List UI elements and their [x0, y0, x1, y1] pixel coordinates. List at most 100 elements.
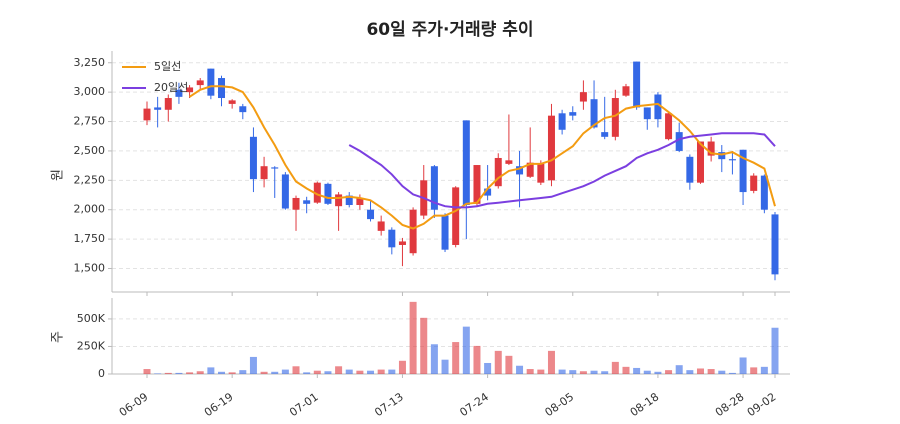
volume-bar [430, 344, 438, 374]
volume-bar [281, 369, 289, 374]
volume-bar [526, 369, 534, 374]
volume-bar [728, 372, 736, 374]
candle-body [218, 78, 226, 99]
candle-body [494, 157, 502, 187]
x-tick-label: 09-02 [745, 390, 779, 419]
candle-body [590, 99, 598, 128]
candle-body [579, 92, 587, 102]
candle-body [611, 98, 619, 137]
volume-bar [409, 301, 417, 374]
volume-bar [175, 372, 183, 374]
volume-bar [707, 369, 715, 374]
candle-body [516, 166, 524, 175]
legend-label: 5일선 [154, 59, 181, 73]
volume-bar [398, 360, 406, 374]
y-tick-label: 3,250 [74, 56, 106, 69]
candle-body [441, 215, 449, 250]
candle-body [398, 241, 406, 245]
candle-body [260, 166, 268, 180]
volume-bar [462, 326, 470, 374]
volume-bar [675, 365, 683, 374]
volume-bar [718, 370, 726, 374]
volume-bar [335, 366, 343, 374]
candle-body [601, 132, 609, 137]
candle-body [324, 183, 332, 204]
volume-bar [292, 366, 300, 374]
volume-bar [164, 372, 172, 374]
volume-bar [196, 371, 204, 374]
y-tick-label: 2,500 [74, 144, 106, 157]
volume-bar [760, 366, 768, 374]
volume-bar [654, 371, 662, 374]
volume-bar [643, 370, 651, 374]
volume-bar [345, 369, 353, 374]
candle-body [547, 115, 555, 181]
x-tick-label: 08-18 [628, 390, 662, 419]
volume-bar [218, 371, 226, 374]
candle-body [409, 209, 417, 254]
candle-body [345, 195, 353, 206]
candle-body [271, 167, 279, 169]
candle-body [760, 175, 768, 210]
volume-bar [569, 370, 577, 374]
volume-bar [303, 372, 311, 374]
legend-label: 20일선 [154, 80, 188, 94]
candle-body [207, 68, 215, 96]
candle-body [558, 113, 566, 130]
volume-bar [611, 361, 619, 374]
volume-bar [505, 355, 513, 374]
candle-body [239, 106, 247, 113]
volume-bar [271, 371, 279, 374]
volume-bar [154, 373, 162, 374]
candle-body [154, 107, 162, 110]
candle-body [569, 112, 577, 116]
y-tick-label: 0 [98, 367, 105, 380]
candle-body [484, 188, 492, 196]
candle-body [377, 221, 385, 231]
candle-body [675, 132, 683, 151]
y-tick-label: 2,250 [74, 173, 106, 186]
volume-bar [739, 357, 747, 374]
x-tick-label: 08-28 [713, 390, 747, 419]
y-tick-label: 1,750 [74, 232, 106, 245]
candle-body [430, 166, 438, 210]
volume-bar [771, 327, 779, 374]
volume-bar [356, 370, 364, 374]
volume-bar [249, 356, 257, 374]
x-tick-label: 06-19 [202, 390, 236, 419]
candle-body [665, 113, 673, 140]
candle-body [313, 182, 321, 203]
candle-body [462, 120, 470, 206]
volume-bar [558, 369, 566, 374]
volume-bar [313, 370, 321, 374]
candle-body [505, 160, 513, 164]
y-tick-label: 2,000 [74, 203, 106, 216]
volume-bar [388, 369, 396, 374]
volume-bar [441, 359, 449, 374]
volume-bar [186, 372, 194, 374]
volume-bar [494, 350, 502, 374]
candle-body [643, 107, 651, 120]
candle-body [164, 98, 172, 110]
candle-body [303, 200, 311, 204]
volume-bar [622, 366, 630, 374]
candle-body [249, 136, 257, 180]
y-tick-label: 250K [77, 339, 106, 352]
candle-body [143, 108, 151, 121]
x-tick-label: 08-05 [543, 390, 577, 419]
y-tick-label: 500K [77, 312, 106, 325]
candle-body [388, 229, 396, 248]
candle-body [281, 174, 289, 209]
candle-body [537, 163, 545, 183]
volume-bar [260, 371, 268, 374]
volume-bar [239, 370, 247, 374]
candle-body [526, 162, 534, 177]
candle-body [633, 61, 641, 108]
volume-bar [452, 342, 460, 374]
volume-bar [484, 362, 492, 374]
candle-body [654, 94, 662, 120]
candle-body [335, 194, 343, 207]
candle-body [452, 187, 460, 245]
candle-body [186, 87, 194, 93]
